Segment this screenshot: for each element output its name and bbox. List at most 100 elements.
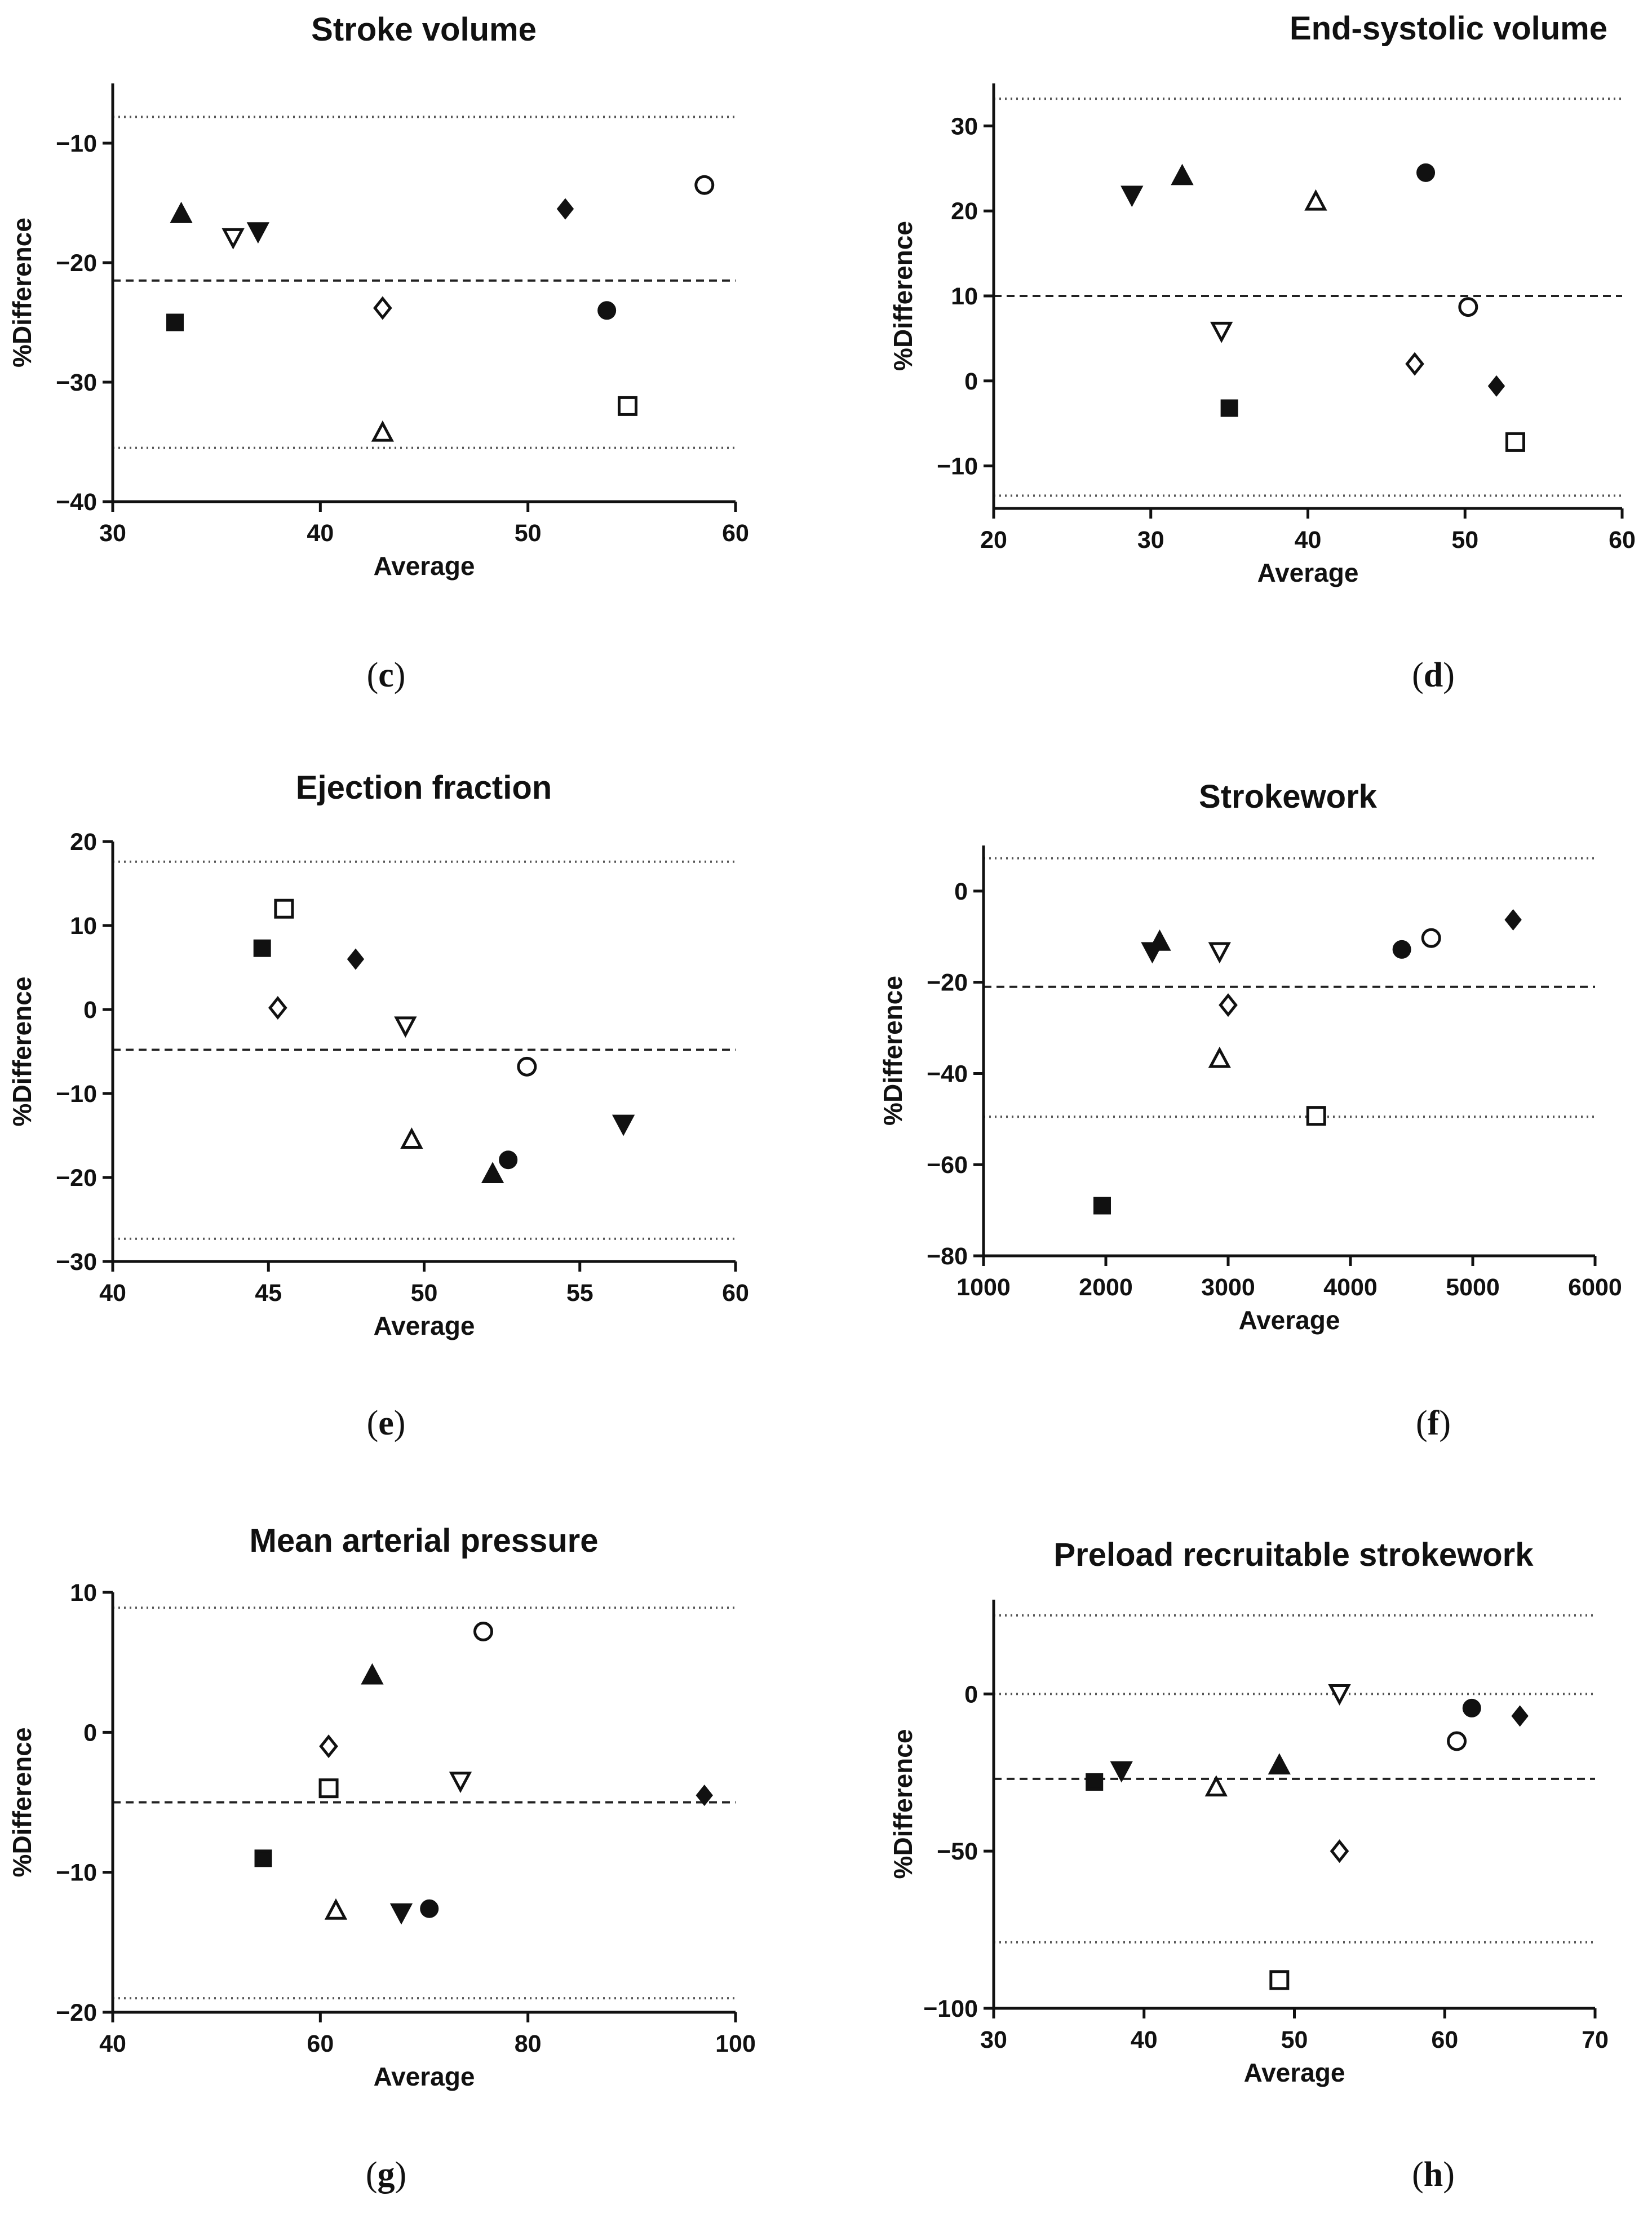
y-tick-label: −50	[937, 1838, 978, 1865]
x-tick-label: 60	[1431, 2026, 1458, 2053]
y-tick-label: −30	[56, 369, 97, 396]
y-tick-label: 0	[83, 997, 97, 1024]
panel-label: (d)	[1412, 656, 1455, 694]
y-tick-label: 0	[964, 368, 978, 395]
y-tick-label: −60	[927, 1152, 968, 1179]
y-axis-label: %Difference	[888, 221, 918, 371]
marker-diamond-filled	[696, 1785, 713, 1807]
y-tick-label: −30	[56, 1249, 97, 1276]
marker-triangle-up-open	[400, 1127, 423, 1149]
y-tick-label: 0	[964, 1681, 978, 1708]
marker-triangle-down-filled	[389, 1903, 413, 1925]
y-axis-label: %Difference	[7, 218, 37, 368]
y-tick-label: −80	[927, 1243, 968, 1270]
marker-triangle-down-open	[1328, 1684, 1351, 1706]
chart-panel: Strokework 1000 2000 3000 4000 5000 6000 −80 −60…	[878, 778, 1622, 1442]
chart-panel: Ejection fraction 40 45 50 55 60 −30 −20 −10 0 10 2…	[7, 769, 749, 1442]
panel-label: (c)	[367, 656, 406, 694]
y-tick-label: −100	[923, 1995, 978, 2022]
y-tick-label: −40	[927, 1060, 968, 1087]
y-axis-label: %Difference	[7, 1728, 37, 1878]
marker-triangle-down-open	[394, 1016, 417, 1038]
marker-diamond-filled	[1504, 909, 1522, 931]
marker-circle-filled	[1416, 163, 1436, 182]
y-tick-label: −10	[56, 130, 97, 157]
y-tick-label: 0	[954, 878, 968, 905]
x-tick-label: 50	[515, 520, 542, 547]
marker-diamond-filled	[347, 948, 365, 970]
x-tick-label: 30	[99, 520, 126, 547]
y-axis-label: %Difference	[7, 977, 37, 1127]
x-tick-label: 3000	[1201, 1274, 1255, 1301]
marker-square-filled	[166, 313, 184, 331]
marker-circle-open	[694, 175, 715, 195]
marker-square-open	[274, 898, 294, 919]
y-axis-label: %Difference	[878, 976, 907, 1126]
panel-label: (g)	[366, 2155, 406, 2194]
x-axis-label: Average	[1239, 1305, 1340, 1335]
marker-square-open	[1505, 432, 1525, 452]
x-tick-label: 30	[1137, 526, 1164, 554]
x-tick-label: 40	[307, 520, 334, 547]
panel-label: (f)	[1416, 1404, 1451, 1442]
marker-triangle-down-open	[1210, 321, 1233, 343]
marker-triangle-down-filled	[1110, 1761, 1133, 1783]
marker-square-open	[1269, 1970, 1290, 1990]
marker-circle-open	[473, 1622, 493, 1642]
x-tick-label: 60	[1609, 526, 1636, 554]
y-tick-label: −10	[56, 1860, 97, 1887]
marker-circle-filled	[1462, 1698, 1481, 1717]
chart-title: Ejection fraction	[296, 769, 552, 806]
marker-diamond-open	[268, 996, 287, 1020]
chart-panel: Mean arterial pressure 40 60 80 100 −20 −10 0 10…	[7, 1522, 756, 2194]
chart-panel: End-systolic volume 20 30 40 50 60 −10 0 10 20 30 A…	[888, 10, 1636, 694]
marker-diamond-filled	[1511, 1705, 1529, 1727]
chart-title: Mean arterial pressure	[250, 1522, 599, 1559]
marker-diamond-open	[1330, 1839, 1349, 1863]
x-tick-label: 40	[99, 1280, 126, 1307]
x-tick-label: 80	[515, 2030, 542, 2057]
y-tick-label: −40	[56, 489, 97, 516]
marker-diamond-open	[1219, 993, 1238, 1017]
y-tick-label: 0	[83, 1719, 97, 1746]
chart-title: End-systolic volume	[1290, 10, 1607, 47]
marker-diamond-open	[373, 296, 392, 320]
x-axis-label: Average	[374, 2062, 475, 2091]
marker-triangle-up-filled	[1268, 1753, 1291, 1775]
x-tick-label: 1000	[956, 1274, 1011, 1301]
marker-circle-filled	[420, 1899, 439, 1918]
y-tick-label: 30	[951, 113, 978, 140]
y-tick-label: 20	[70, 829, 97, 856]
x-axis-label: Average	[374, 551, 475, 581]
x-tick-label: 55	[566, 1280, 594, 1307]
marker-triangle-up-filled	[361, 1663, 384, 1685]
x-tick-label: 30	[980, 2026, 1007, 2053]
marker-triangle-up-open	[371, 420, 394, 442]
y-tick-label: 10	[70, 913, 97, 940]
x-tick-label: 50	[411, 1280, 438, 1307]
x-tick-label: 40	[1131, 2026, 1158, 2053]
x-axis-label: Average	[1244, 2058, 1345, 2087]
x-tick-label: 60	[722, 1280, 749, 1307]
x-tick-label: 2000	[1079, 1274, 1133, 1301]
marker-square-open	[617, 396, 637, 416]
marker-triangle-up-filled	[1171, 163, 1194, 185]
x-tick-label: 4000	[1323, 1274, 1378, 1301]
chart-title: Preload recruitable strokework	[1054, 1537, 1534, 1573]
x-tick-label: 20	[980, 526, 1007, 554]
x-tick-label: 50	[1451, 526, 1478, 554]
y-axis-label: %Difference	[888, 1729, 918, 1879]
marker-triangle-down-filled	[1120, 185, 1144, 207]
x-tick-label: 45	[255, 1280, 282, 1307]
panel-label: (h)	[1412, 2155, 1455, 2194]
y-tick-label: −10	[937, 453, 978, 480]
y-tick-label: −20	[56, 1165, 97, 1192]
y-tick-label: 10	[70, 1579, 97, 1606]
marker-circle-open	[1458, 297, 1478, 317]
marker-triangle-up-open	[324, 1898, 348, 1920]
chart-title: Stroke volume	[311, 11, 537, 48]
x-tick-label: 60	[307, 2030, 334, 2057]
y-tick-label: −10	[56, 1081, 97, 1108]
x-axis-label: Average	[1257, 558, 1359, 587]
